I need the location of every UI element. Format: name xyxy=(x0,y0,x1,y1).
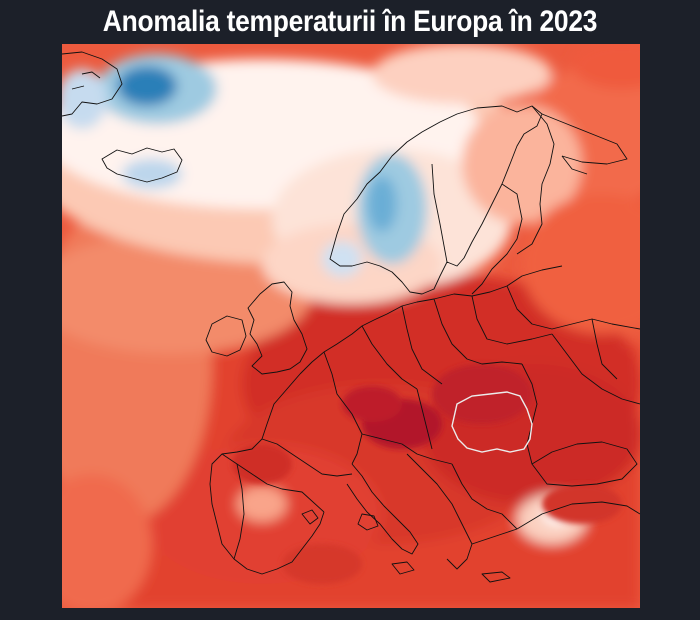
scandinavia-outline xyxy=(329,105,543,295)
romania-highlight xyxy=(451,391,533,453)
greenland-outline xyxy=(62,51,123,117)
ireland-outline xyxy=(205,315,247,357)
anomaly-field xyxy=(62,44,640,608)
iceland-outline xyxy=(101,147,183,183)
italy-outline xyxy=(346,463,419,555)
country-borders xyxy=(62,51,640,583)
continent-coast xyxy=(299,265,563,375)
black-sea-outline xyxy=(531,441,638,487)
britain-outline xyxy=(247,281,308,375)
anomaly-hotspots xyxy=(232,364,622,584)
page-title: Anomalia temperaturii în Europa în 2023 xyxy=(102,5,598,38)
anomaly-map xyxy=(62,44,640,608)
